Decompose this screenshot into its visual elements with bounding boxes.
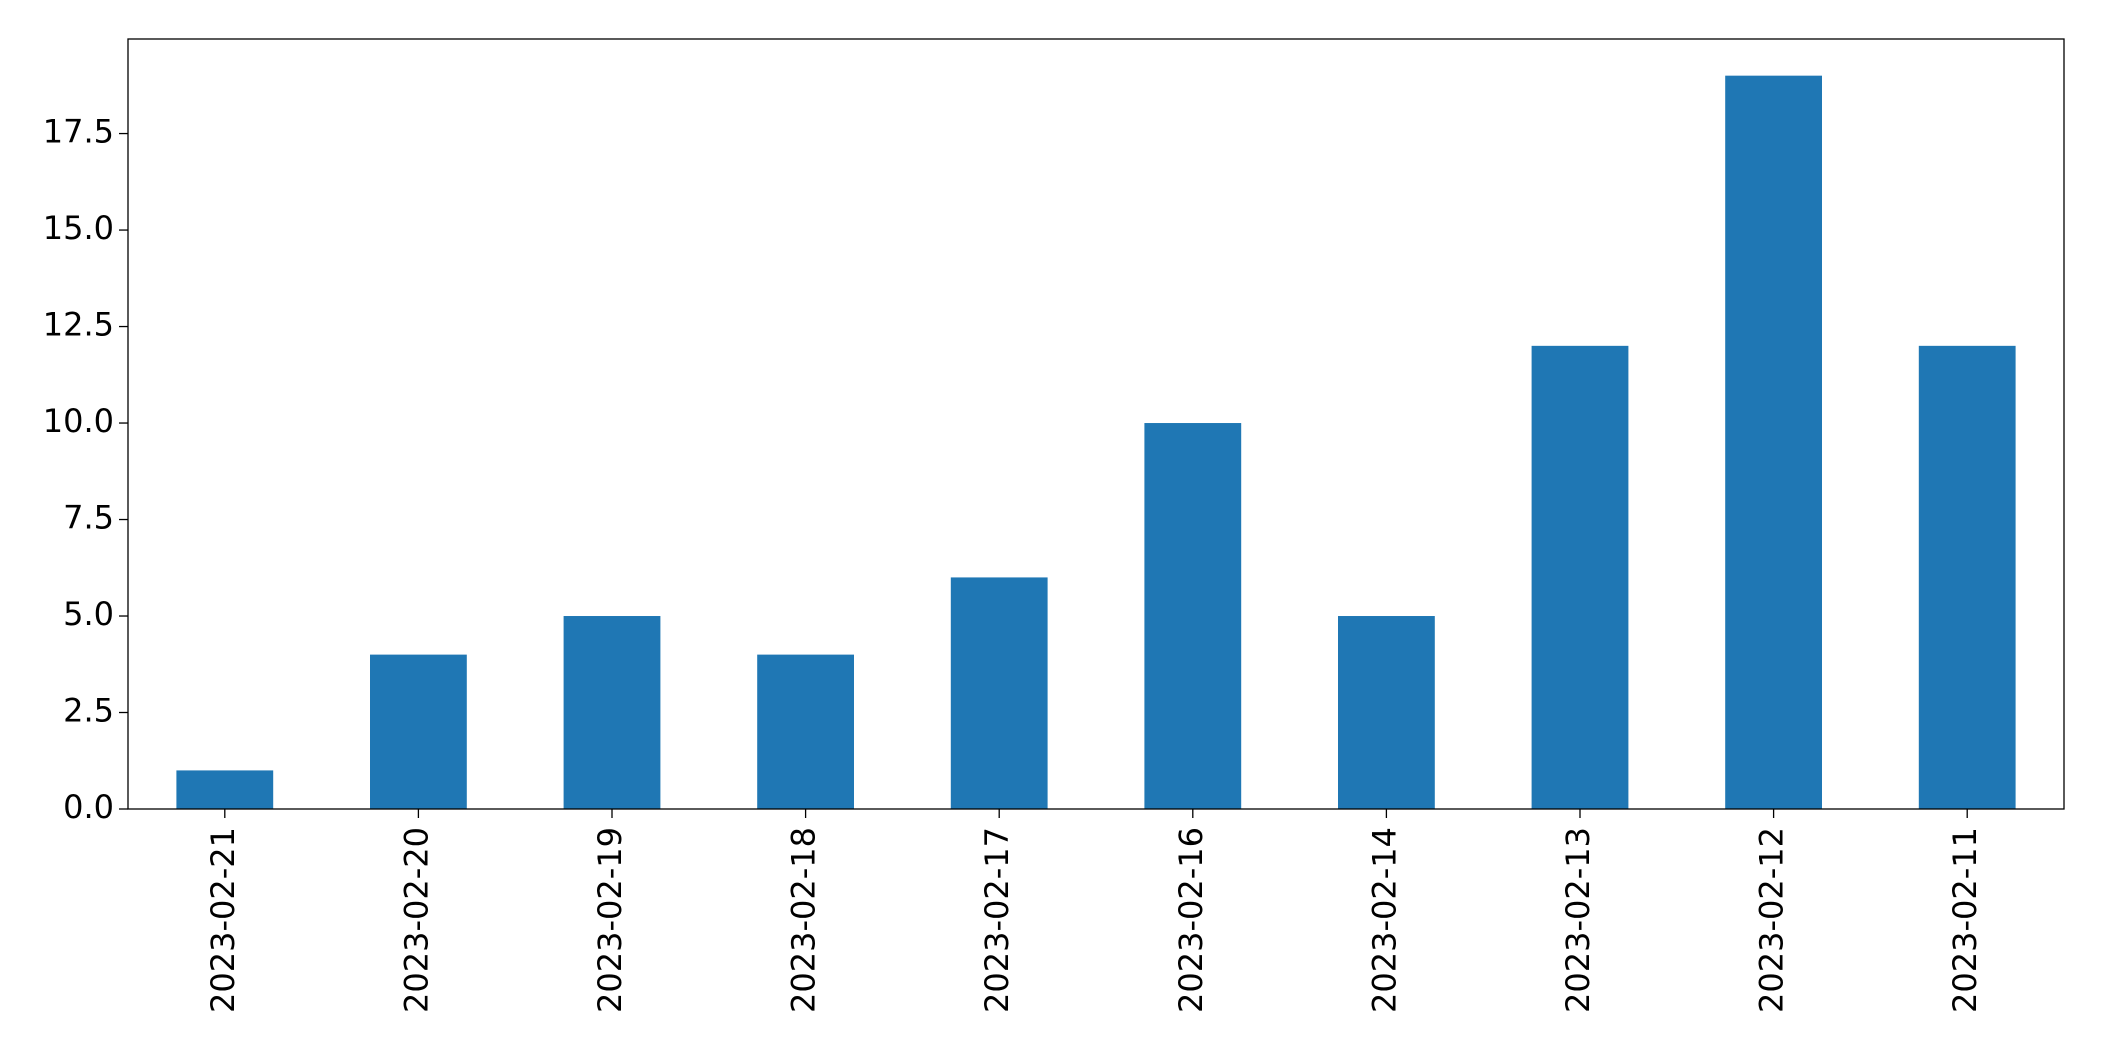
x-tick-label: 2023-02-18 [785, 827, 823, 1013]
x-tick-label: 2023-02-20 [397, 827, 435, 1013]
y-tick-label: 12.5 [43, 306, 114, 344]
bar [1144, 423, 1242, 809]
y-tick-label: 15.0 [43, 209, 114, 247]
axes-frame [127, 38, 2065, 810]
bar [757, 654, 854, 809]
bar [370, 654, 467, 809]
y-tick-label: 5.0 [63, 595, 114, 633]
y-tick-label: 10.0 [43, 402, 114, 440]
y-tick-label: 17.5 [43, 113, 114, 151]
x-tick-label: 2023-02-16 [1172, 827, 1210, 1013]
x-tick-label: 2023-02-14 [1365, 827, 1403, 1013]
x-tick-label: 2023-02-11 [1946, 827, 1984, 1013]
y-tick-label: 0.0 [63, 788, 114, 826]
x-tick-label: 2023-02-12 [1753, 827, 1791, 1013]
y-tick-label: 2.5 [63, 692, 114, 730]
x-tick-label: 2023-02-13 [1559, 827, 1597, 1013]
y-tick-label: 7.5 [63, 499, 114, 537]
x-tick-label: 2023-02-21 [204, 827, 242, 1013]
x-tick-label: 2023-02-19 [591, 827, 629, 1013]
bar [950, 577, 1048, 809]
bar [176, 770, 274, 809]
bar [563, 616, 661, 809]
bar [1531, 345, 1629, 809]
bar [1918, 345, 2016, 809]
x-tick-label: 2023-02-17 [978, 827, 1016, 1013]
bar [1338, 616, 1435, 809]
bar [1725, 75, 1822, 809]
